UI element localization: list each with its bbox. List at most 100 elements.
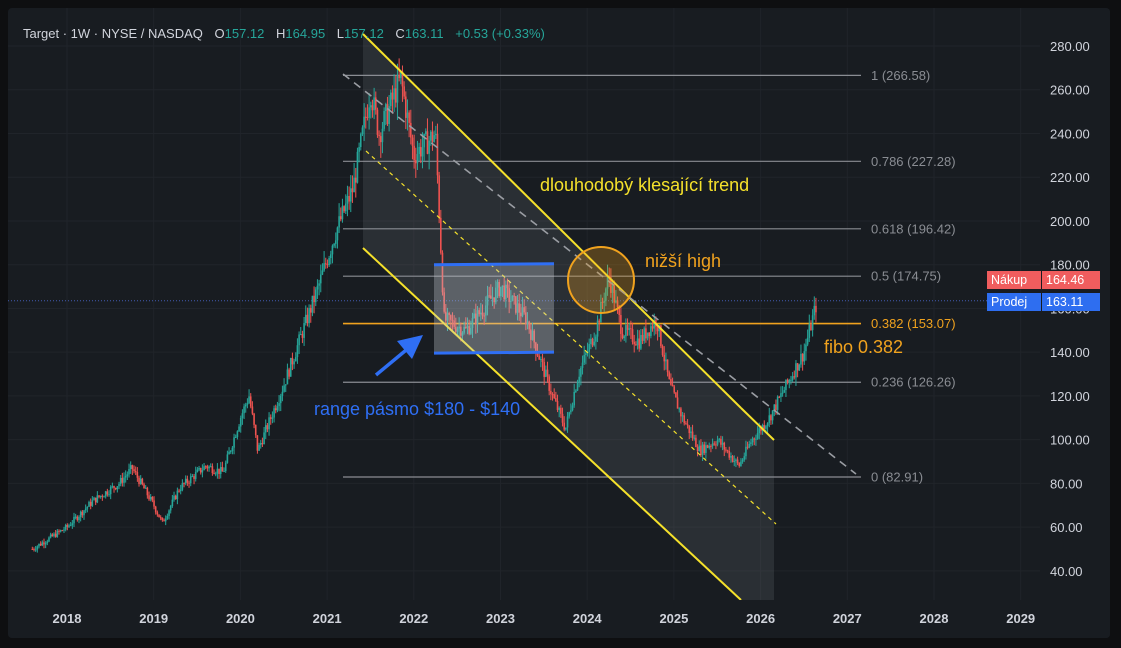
y-tick-label: 200.00 [1050,214,1090,229]
candle-body [284,384,287,386]
candle-body [486,295,489,306]
candle-body [638,338,641,349]
candle-body [633,341,636,345]
candle-body [483,315,485,317]
candle-body [773,404,776,411]
candle-body [770,415,772,421]
candle-body [690,431,692,434]
candle-body [359,134,362,148]
candle-body [445,311,447,321]
candle-body [261,443,264,445]
candle-body [238,426,240,432]
candle-body [663,354,666,362]
candle-body [463,326,465,333]
candle-body [289,357,292,377]
annotation-lower-high: nižší high [645,251,722,271]
candle-body [591,338,594,346]
candle-body [138,477,140,485]
candle-body [735,459,737,462]
candle-body [726,450,729,452]
candle-body [515,296,517,313]
candle-body [78,517,80,521]
y-tick-label: 260.00 [1050,83,1090,98]
candle-body [54,533,57,537]
candle-body [386,104,389,124]
candle-body [433,135,435,142]
candle-body [131,465,134,470]
price-chart[interactable]: 1 (266.58) 0.786 (227.28) 0.618 (196.42) 0.… [8,8,1110,638]
candle-body [696,447,699,452]
candle-body [678,408,681,410]
candle-body [263,432,265,445]
candle-body [51,534,54,537]
candle-body [173,495,175,500]
candle-body [234,437,237,439]
candle-body [783,390,786,393]
candle-body [485,305,487,316]
range-top-line [433,262,555,267]
candle-body [164,518,167,522]
candle-body [144,487,147,489]
candle-body [339,216,342,220]
candle-body [163,520,165,522]
candle-body [213,473,215,475]
candle-body [288,369,290,377]
candle-body [545,369,547,377]
candle-body [618,306,621,316]
candle-body [398,75,400,79]
candle-body [771,410,774,421]
candle-body [34,549,37,551]
candle-body [233,437,235,448]
candle-body [83,510,85,516]
candle-body [580,367,582,377]
candle-body [198,467,200,470]
candle-body [411,137,414,146]
candle-body [530,329,532,340]
annotation-trend: dlouhodobý klesající trend [540,175,750,195]
candle-body [269,417,272,419]
candle-body [143,484,145,489]
candle-body [765,425,767,429]
candle-body [698,445,701,452]
candle-body [169,506,172,511]
change-value: +0.53 (+0.33%) [455,26,545,41]
candle-body [31,549,34,551]
candle-body [319,274,322,284]
candle-body [685,423,687,425]
candle-body [311,295,314,313]
candle-body [53,533,55,537]
candle-body [741,459,744,462]
candle-body [803,351,806,362]
candle-body [113,486,115,488]
candle-body [181,483,184,490]
candle-body [348,196,350,202]
candle-body [786,379,789,383]
candle-body [161,517,164,521]
candle-body [806,337,809,345]
candle-body [561,413,564,423]
candle-body [74,516,77,518]
candle-body [760,428,762,431]
candle-body [141,478,144,485]
candle-body [526,321,529,325]
candle-body [790,379,792,381]
candle-body [701,444,704,455]
candle-body [575,390,577,392]
candle-body [201,470,204,473]
candle-body [99,495,102,497]
candle-body [703,444,706,453]
candle-body [373,97,375,111]
candle-body [49,534,52,538]
candle-body [550,390,552,395]
candle-body [776,396,779,410]
candle-body [566,416,569,428]
candle-body [276,406,279,411]
candle-body [66,525,69,527]
candle-body [344,203,347,212]
sell-price-label: Prodej [987,293,1041,311]
symbol-legend: Target · 1W · NYSE / NASDAQ O157.12 H164… [23,26,545,41]
candle-body [628,328,631,330]
candle-body [63,529,65,531]
low-label: L [336,26,345,41]
range-zone [434,264,554,353]
